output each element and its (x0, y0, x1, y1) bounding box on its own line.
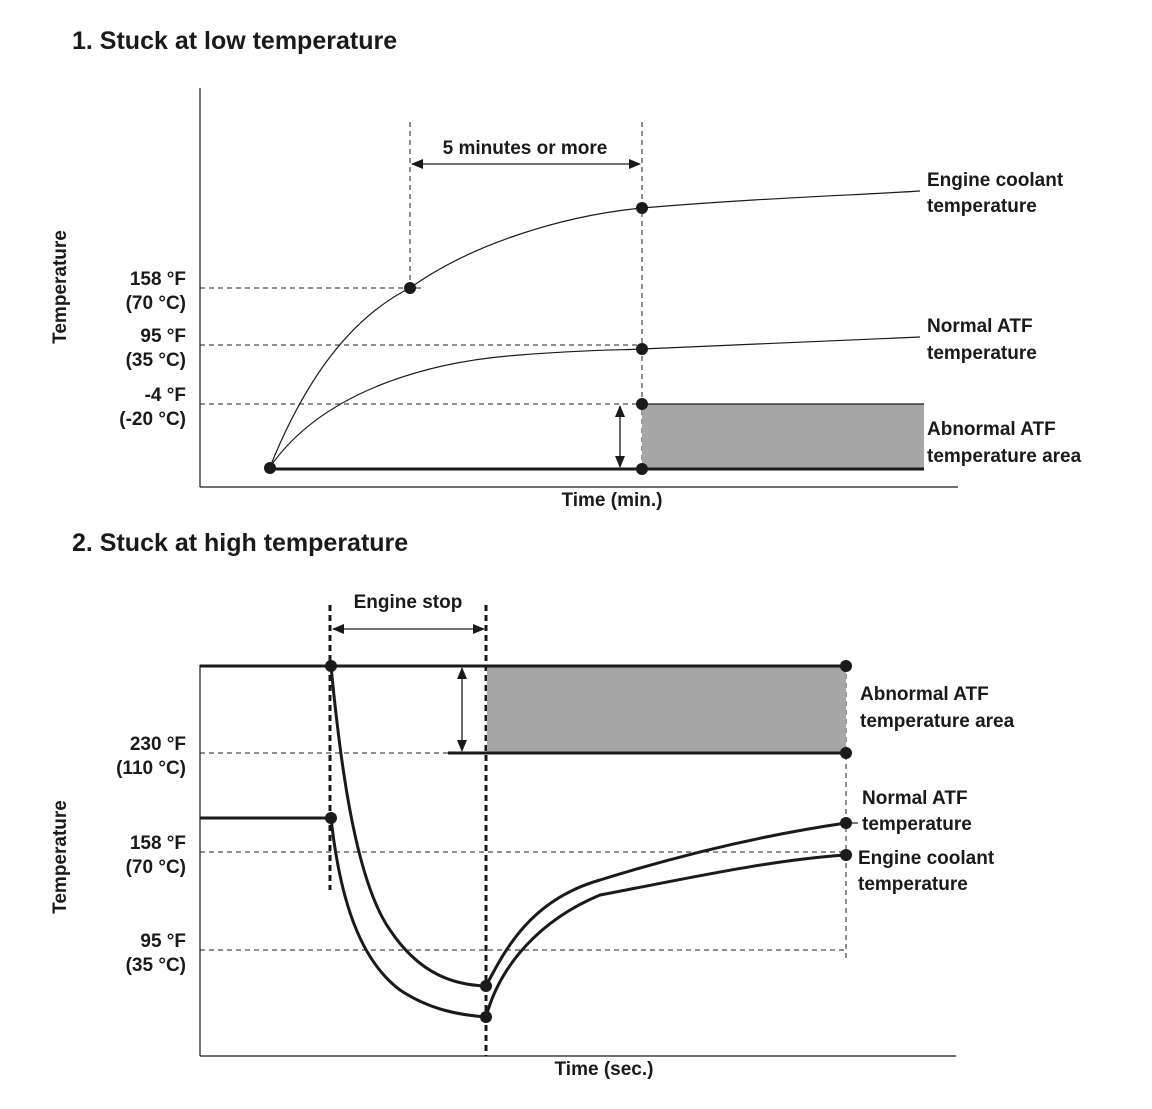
diagram2-tick-70c: (70 °C) (126, 857, 186, 878)
diagram2-coolant-end-dot (840, 849, 852, 861)
diagram-high-temperature: 2. Stuck at high temperature Temperature… (50, 529, 1015, 1080)
diagram2-coolant-curve (329, 817, 847, 1019)
diagram2-area-bottom-right-dot (840, 747, 852, 759)
diagram2-tick-110c: (110 °C) (116, 758, 186, 779)
diagram1-tick-minus20c: (-20 °C) (119, 409, 186, 430)
diagram1-start-dot (264, 462, 276, 474)
diagram1-abnormal-label-line1: Abnormal ATF (927, 419, 1056, 440)
diagram1-tick-70c: (70 °C) (126, 293, 186, 314)
diagram1-x-axis-label: Time (min.) (562, 490, 663, 511)
diagram2-abnormal-label-line2: temperature area (860, 711, 1015, 732)
diagram2-x-axis-label: Time (sec.) (555, 1059, 654, 1080)
diagram2-title: 2. Stuck at high temperature (72, 529, 408, 557)
diagram2-coolant-label-line2: temperature (858, 874, 968, 895)
diagram-low-temperature: 1. Stuck at low temperature Temperature … (50, 27, 1082, 511)
diagram1-tick-158f: 158 °F (130, 269, 186, 290)
diagram2-abnormal-label-line1: Abnormal ATF (860, 684, 989, 705)
diagram1-normal-atf-end-dot (636, 343, 648, 355)
diagram2-normal-atf-label-line1: Normal ATF (862, 788, 968, 809)
diagram1-abnormal-label-line2: temperature area (927, 446, 1082, 467)
diagram1-coolant-label-line2: temperature (927, 196, 1037, 217)
diagram1-title: 1. Stuck at low temperature (72, 27, 397, 55)
diagram1-tick-35c: (35 °C) (126, 350, 186, 371)
diagram1-coolant-curve (269, 190, 921, 468)
diagram1-normal-atf-curve (269, 336, 921, 468)
diagram2-area-start-dot (325, 660, 337, 672)
diagram2-tick-158f: 158 °F (130, 833, 186, 854)
diagram2-tick-35c: (35 °C) (126, 955, 186, 976)
diagram1-normal-atf-label-line1: Normal ATF (927, 316, 1033, 337)
diagram1-coolant-158f-dot (404, 282, 416, 294)
diagram2-coolant-min-dot (480, 1011, 492, 1023)
diagram1-normal-atf-label-line2: temperature (927, 343, 1037, 364)
diagram1-tick-95f: 95 °F (140, 326, 186, 347)
diagram1-interval-label: 5 minutes or more (443, 138, 608, 159)
diagram2-normal-atf-label-line2: temperature (862, 814, 972, 835)
diagram2-y-axis-label: Temperature (50, 800, 71, 914)
diagram1-coolant-label-line1: Engine coolant (927, 170, 1064, 191)
diagram2-engine-stop-label: Engine stop (354, 592, 463, 613)
diagram2-tick-95f: 95 °F (140, 931, 186, 952)
diagram2-area-top-right-dot (840, 660, 852, 672)
diagram2-normal-atf-min-dot (480, 980, 492, 992)
diagram1-coolant-end-dot (636, 202, 648, 214)
diagram2-coolant-start-dot (325, 812, 337, 824)
diagram2-coolant-label-line1: Engine coolant (858, 848, 995, 869)
diagram2-tick-230f: 230 °F (130, 734, 186, 755)
diagram2-abnormal-area (487, 666, 846, 753)
diagram1-area-bottom-dot (636, 463, 648, 475)
diagram1-y-axis-label: Temperature (50, 230, 71, 344)
diagram1-abnormal-area (642, 404, 924, 469)
diagram1-tick-minus4f: -4 °F (145, 385, 186, 406)
diagram1-area-top-dot (636, 398, 648, 410)
